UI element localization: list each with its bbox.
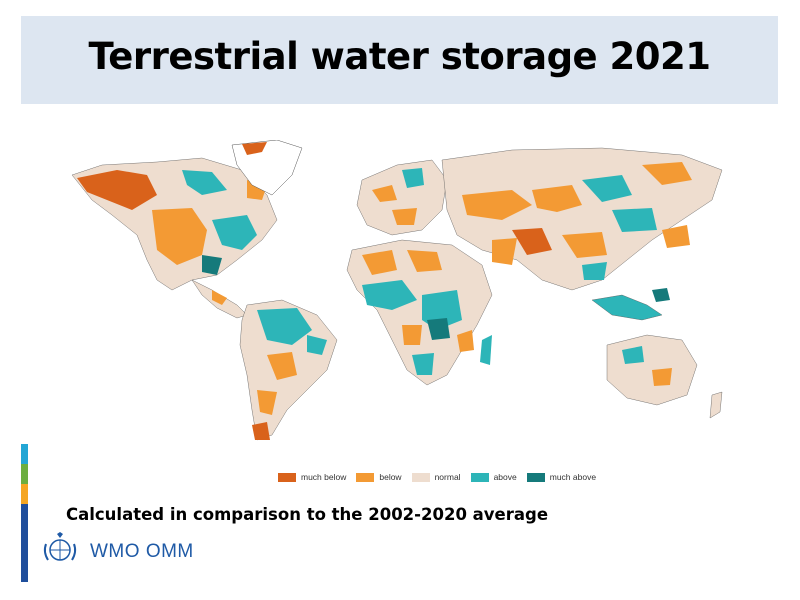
europe-region — [356, 159, 448, 236]
accent-bar-cyan — [21, 444, 28, 464]
legend-item-above: above — [470, 472, 517, 482]
asia-region — [441, 147, 723, 291]
southeast-asia-region — [591, 288, 670, 321]
legend-item-much-above: much above — [526, 472, 597, 482]
page-title: Terrestrial water storage 2021 — [88, 35, 711, 78]
south-america-region — [239, 299, 338, 441]
legend-label: above — [493, 472, 517, 482]
legend-label: below — [379, 472, 402, 482]
accent-bar-blue — [21, 504, 28, 582]
africa-region — [346, 239, 493, 386]
greenland-region — [231, 140, 303, 196]
legend-item-normal: normal — [411, 472, 461, 482]
legend-swatch — [278, 472, 296, 482]
world-map — [62, 140, 728, 450]
legend-swatch — [356, 472, 375, 482]
legend-label: much below — [301, 472, 347, 482]
title-banner: Terrestrial water storage 2021 — [21, 16, 778, 104]
legend-item-much-below: much below — [278, 472, 346, 482]
logo-text: WMO OMM — [90, 541, 194, 562]
australia-region — [606, 334, 698, 406]
legend-swatch — [411, 472, 430, 482]
map-legend: much below below normal above much above — [278, 470, 606, 484]
subtitle: Calculated in comparison to the 2002-202… — [66, 505, 549, 524]
accent-bar-green — [21, 464, 28, 484]
north-america-region — [71, 157, 278, 291]
legend-label: normal — [434, 472, 461, 482]
legend-swatch — [526, 472, 545, 482]
wmo-emblem-icon — [40, 530, 80, 570]
central-america-region — [191, 279, 248, 319]
legend-swatch — [470, 472, 489, 482]
accent-bar-orange — [21, 484, 28, 504]
legend-item-below: below — [356, 472, 402, 482]
world-map-svg — [71, 140, 723, 441]
legend-label: much above — [549, 472, 597, 482]
new-zealand-region — [709, 391, 723, 419]
